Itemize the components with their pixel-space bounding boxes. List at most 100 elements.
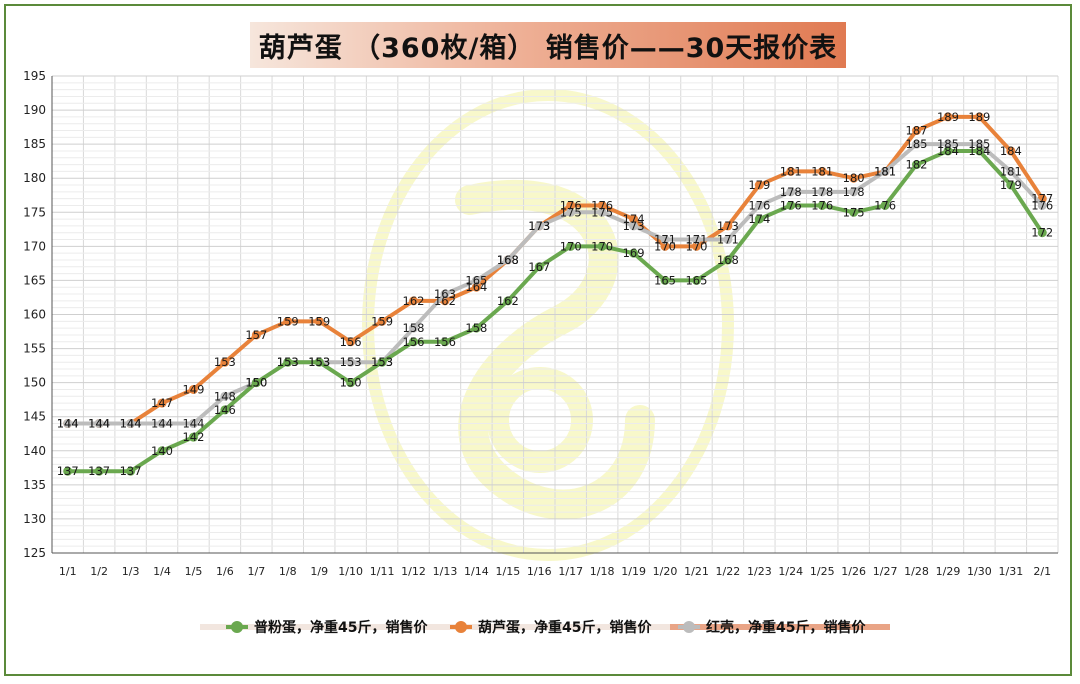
data-label: 189 — [937, 110, 959, 124]
data-point — [943, 146, 953, 156]
data-label: 181 — [874, 164, 896, 178]
data-point — [691, 241, 701, 251]
x-tick-label: 2/1 — [1033, 565, 1051, 578]
data-label: 172 — [1031, 226, 1053, 240]
data-point — [849, 173, 859, 183]
x-tick-label: 1/27 — [873, 565, 898, 578]
data-point — [912, 139, 922, 149]
x-tick-label: 1/9 — [310, 565, 328, 578]
data-point — [220, 405, 230, 415]
data-label: 150 — [245, 376, 267, 390]
data-label: 177 — [1031, 192, 1053, 206]
data-label: 176 — [1031, 198, 1053, 212]
x-tick-label: 1/16 — [527, 565, 552, 578]
data-point — [188, 419, 198, 429]
data-label: 173 — [528, 219, 550, 233]
data-label: 144 — [151, 417, 173, 431]
x-tick-label: 1/30 — [967, 565, 992, 578]
chart-legend: 普粉蛋，净重45斤，销售价 葫芦蛋，净重45斤，销售价 红壳，净重45斤，销售价 — [200, 619, 890, 636]
data-label: 159 — [371, 314, 393, 328]
data-point — [786, 200, 796, 210]
data-point — [409, 296, 419, 306]
data-point — [849, 207, 859, 217]
data-label: 168 — [497, 253, 519, 267]
data-label: 163 — [434, 287, 456, 301]
data-label: 178 — [843, 185, 865, 199]
data-label: 170 — [685, 239, 707, 253]
data-label: 181 — [780, 164, 802, 178]
data-point — [754, 214, 764, 224]
x-tick-label: 1/20 — [653, 565, 678, 578]
x-tick-label: 1/4 — [153, 565, 171, 578]
x-tick-label: 1/12 — [401, 565, 426, 578]
gridlines — [51, 75, 1059, 554]
y-tick-label: 155 — [23, 342, 46, 356]
data-label: 173 — [623, 219, 645, 233]
data-point — [126, 466, 136, 476]
data-point — [314, 316, 324, 326]
data-label: 147 — [151, 396, 173, 410]
data-point — [63, 466, 73, 476]
data-point — [943, 139, 953, 149]
data-point — [1037, 200, 1047, 210]
data-label: 153 — [340, 355, 362, 369]
data-label: 137 — [88, 464, 110, 478]
data-point — [974, 139, 984, 149]
x-tick-label: 1/21 — [684, 565, 709, 578]
data-label: 168 — [717, 253, 739, 267]
data-label: 176 — [811, 198, 833, 212]
x-tick-label: 1/6 — [216, 565, 234, 578]
data-point — [629, 214, 639, 224]
x-tick-label: 1/10 — [338, 565, 363, 578]
data-point — [817, 166, 827, 176]
data-point — [629, 221, 639, 231]
data-label: 150 — [340, 376, 362, 390]
y-tick-label: 195 — [23, 69, 46, 83]
data-point — [471, 275, 481, 285]
data-label: 189 — [968, 110, 990, 124]
data-label: 179 — [748, 178, 770, 192]
data-label: 162 — [434, 294, 456, 308]
x-tick-label: 1/17 — [558, 565, 583, 578]
x-tick-label: 1/15 — [495, 565, 520, 578]
data-point — [251, 330, 261, 340]
x-tick-label: 1/7 — [247, 565, 265, 578]
data-point — [157, 446, 167, 456]
y-axis-ticks: 125 130 135 140 145 150 155 160 165 170 175 180 185 1… — [23, 69, 46, 560]
data-point — [974, 146, 984, 156]
data-point — [1006, 166, 1016, 176]
data-label: 156 — [403, 335, 425, 349]
data-label: 162 — [497, 294, 519, 308]
data-point — [660, 275, 670, 285]
data-label: 153 — [277, 355, 299, 369]
data-label: 171 — [654, 233, 676, 247]
series-lines — [63, 112, 1047, 476]
data-point — [63, 419, 73, 429]
data-point — [220, 357, 230, 367]
data-label: 144 — [57, 417, 79, 431]
data-point — [188, 432, 198, 442]
data-label: 150 — [245, 376, 267, 390]
data-point — [94, 466, 104, 476]
data-point — [283, 357, 293, 367]
data-label: 153 — [371, 355, 393, 369]
data-label: 153 — [214, 355, 236, 369]
data-label: 179 — [1000, 178, 1022, 192]
data-label: 146 — [214, 403, 236, 417]
data-label: 137 — [57, 464, 79, 478]
axes — [51, 76, 1058, 554]
data-label: 153 — [371, 355, 393, 369]
legend-swatch-marker — [683, 621, 695, 633]
x-tick-label: 1/26 — [841, 565, 866, 578]
data-point — [912, 160, 922, 170]
data-label: 165 — [685, 273, 707, 287]
egg-watermark-logo — [362, 89, 734, 561]
data-point — [377, 316, 387, 326]
data-label: 171 — [685, 233, 707, 247]
data-point — [880, 166, 890, 176]
data-label: 157 — [245, 328, 267, 342]
x-tick-label: 1/2 — [90, 565, 108, 578]
x-tick-label: 1/22 — [716, 565, 741, 578]
legend-entry-label: 葫芦蛋，净重45斤，销售价 — [478, 619, 652, 636]
data-label: 165 — [465, 273, 487, 287]
